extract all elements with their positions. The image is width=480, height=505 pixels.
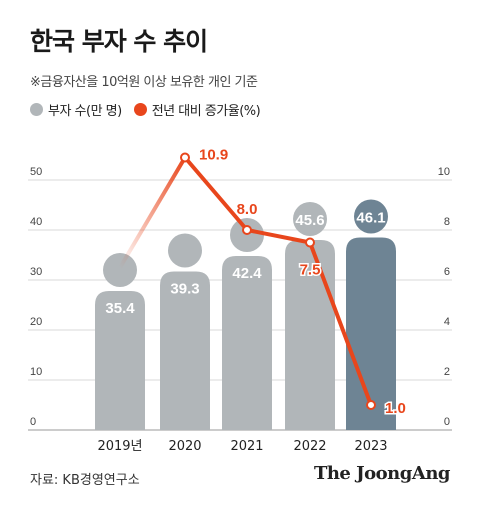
- line-lead-in: [118, 155, 187, 270]
- bar-value-label: 39.3: [170, 281, 199, 298]
- bar-body: [160, 271, 210, 430]
- bar-value-label: 45.6: [295, 212, 324, 229]
- bar-body: [346, 237, 396, 430]
- y-right-tick-label: 4: [444, 316, 450, 328]
- bar-head: [103, 253, 137, 287]
- x-tick-label: 2021: [230, 439, 263, 454]
- line-value-label: 1.0: [385, 400, 406, 417]
- bar-person-1: [160, 233, 210, 430]
- source-note: 자료: KB경영연구소: [30, 473, 140, 488]
- bar-value-label: 46.1: [356, 210, 385, 227]
- growth-rate-line: [183, 156, 373, 406]
- y-right-tick-label: 6: [444, 266, 450, 278]
- brand-logo: The JoongAng: [313, 463, 451, 484]
- line-point: [366, 400, 376, 410]
- bar-value-label: 42.4: [232, 265, 262, 282]
- legend-item-growth-rate: 전년 대비 증가율(%): [133, 100, 261, 119]
- legend-item-rich-count: 부자 수(만 명): [30, 100, 122, 119]
- y-left-tick-label: 10: [30, 366, 42, 378]
- bar-person-2: [222, 218, 272, 430]
- y-left-tick-label: 20: [30, 316, 42, 328]
- chart-subtitle: ※금융자산을 10억원 이상 보유한 개인 기준: [30, 75, 258, 90]
- legend: 부자 수(만 명) 전년 대비 증가율(%): [30, 100, 272, 119]
- bar-body: [222, 256, 272, 430]
- line-point: [180, 152, 190, 163]
- line-value-label: 7.5: [300, 262, 321, 279]
- bar-person-4: [346, 199, 396, 430]
- bar-head: [168, 233, 202, 268]
- y-right-tick-label: 8: [444, 216, 450, 228]
- legend-label-growth-rate: 전년 대비 증가율(%): [151, 104, 261, 119]
- legend-swatch-gray: [30, 103, 43, 116]
- y-right-tick-label: 2: [444, 366, 450, 378]
- bar-person-3: [285, 202, 335, 430]
- y-right-tick-label: 0: [444, 416, 450, 428]
- y-left-tick-label: 40: [30, 216, 42, 228]
- y-right-tick-label: 10: [438, 166, 450, 178]
- legend-label-rich-count: 부자 수(만 명): [48, 104, 122, 119]
- x-tick-label: 2019년: [97, 439, 142, 454]
- line-point: [242, 225, 252, 235]
- x-tick-label: 2022: [293, 439, 326, 454]
- bar-person-0: [95, 253, 145, 430]
- y-left-tick-label: 0: [30, 416, 36, 428]
- x-tick-label: 2020: [168, 439, 201, 454]
- x-tick-label: 2023: [354, 439, 387, 454]
- y-left-tick-label: 30: [30, 266, 42, 278]
- chart-title: 한국 부자 수 추이: [30, 27, 208, 56]
- line-point: [305, 237, 315, 248]
- bar-value-label: 35.4: [105, 300, 135, 317]
- line-value-label: 10.9: [199, 147, 228, 164]
- y-left-tick-label: 50: [30, 166, 42, 178]
- bar-head: [354, 199, 388, 234]
- bar-body: [95, 291, 145, 430]
- bar-body: [285, 240, 335, 430]
- bar-head: [293, 202, 327, 236]
- line-value-label: 8.0: [237, 201, 258, 218]
- legend-swatch-orange: [133, 103, 147, 116]
